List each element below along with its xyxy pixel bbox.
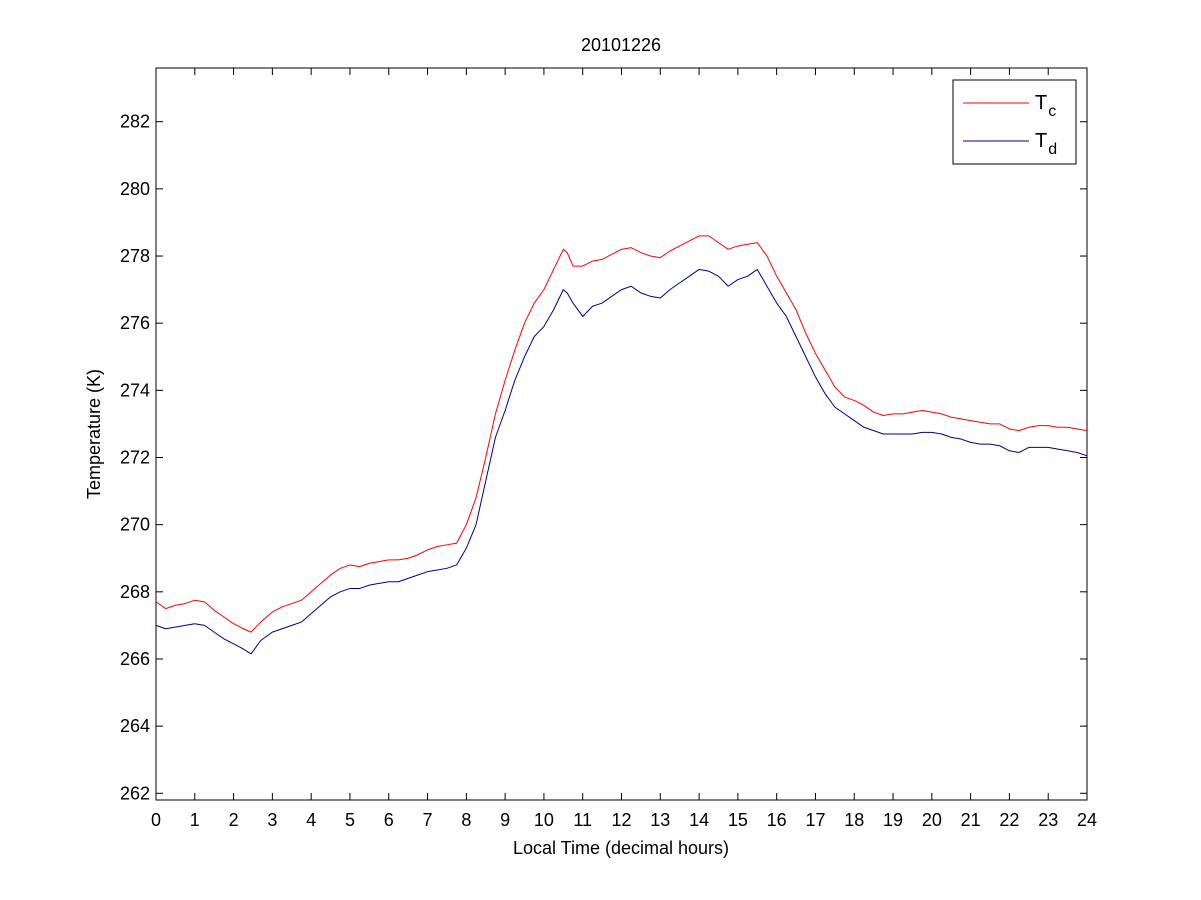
x-tick-label: 23 [1038,810,1058,830]
x-tick-label: 16 [767,810,787,830]
x-tick-label: 3 [267,810,277,830]
y-tick-label: 266 [120,649,150,669]
axis-ticks: 0 1 2 3 4 5 6 7 8 9 10 11 12 13 14 15 16 17 18 19 20 21 22 23 24… [120,68,1097,830]
y-tick-label: 264 [120,716,150,736]
series-line-1 [155,268,1088,655]
y-tick-label: 262 [120,783,150,803]
x-tick-label: 11 [573,810,592,830]
x-tick-label: 13 [650,810,670,830]
plot-area [155,67,1088,801]
x-tick-label: 2 [229,810,239,830]
x-tick-label: 12 [611,810,631,830]
legend-box [952,79,1077,165]
x-tick-label: 4 [306,810,316,830]
x-tick-label: 5 [345,810,355,830]
x-tick-label: 20 [922,810,942,830]
series-lines [155,235,1088,655]
x-tick-label: 17 [805,810,825,830]
x-tick-label: 18 [844,810,864,830]
x-tick-label: 7 [423,810,433,830]
series-line-0 [155,235,1088,633]
x-tick-label: 10 [534,810,554,830]
y-tick-label: 272 [120,448,150,468]
x-tick-label: 6 [384,810,394,830]
y-tick-label: 280 [120,179,150,199]
y-tick-label: 276 [120,313,150,333]
y-tick-label: 278 [120,246,150,266]
y-tick-label: 282 [120,112,150,132]
x-tick-label: 21 [961,810,981,830]
x-tick-label: 24 [1077,810,1097,830]
y-tick-label: 268 [120,582,150,602]
x-tick-label: 1 [190,810,200,830]
x-axis-label: Local Time (decimal hours) [513,838,729,858]
x-tick-label: 8 [461,810,471,830]
x-tick-label: 22 [999,810,1019,830]
x-tick-label: 15 [728,810,748,830]
x-tick-label: 19 [883,810,903,830]
chart-title: 20101226 [581,35,661,55]
x-tick-label: 0 [151,810,161,830]
x-tick-label: 14 [689,810,709,830]
y-tick-label: 270 [120,515,150,535]
y-axis-label: Temperature (K) [84,369,104,499]
x-tick-label: 9 [500,810,510,830]
y-tick-label: 274 [120,380,150,400]
